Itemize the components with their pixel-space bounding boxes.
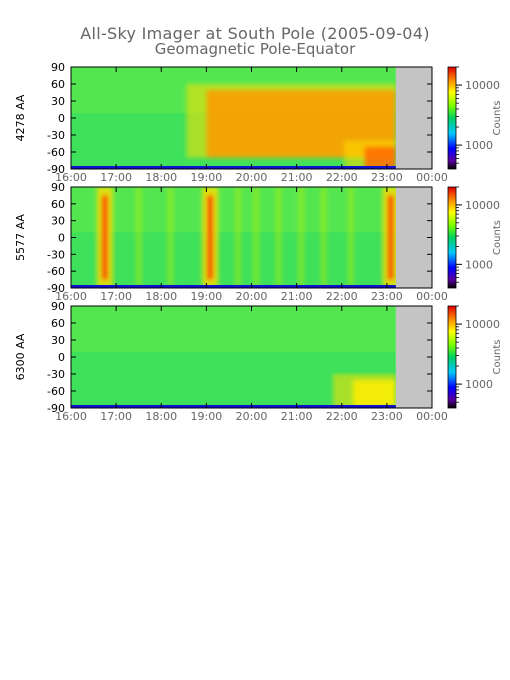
y-axis-label: 6300 AA	[14, 333, 27, 380]
x-tick-label: 19:00	[191, 171, 223, 184]
heatmap-striation	[135, 187, 142, 288]
y-tick-label: -30	[47, 129, 65, 142]
heatmap-striation	[275, 187, 282, 288]
heatmap-striation	[347, 187, 354, 288]
y-tick-label: -30	[47, 368, 65, 381]
colorbar	[447, 186, 457, 289]
heatmap-features	[186, 84, 396, 169]
x-tick-label: 17:00	[100, 410, 132, 423]
x-tick-label: 20:00	[236, 410, 268, 423]
colorbar	[447, 305, 457, 409]
y-tick-label: 90	[51, 300, 65, 313]
y-tick-label: 30	[51, 95, 65, 108]
x-tick-label: 19:00	[191, 410, 223, 423]
heatmap-striation	[320, 187, 327, 288]
y-axis-label: 5577 AA	[14, 214, 27, 261]
y-tick-label: -90	[47, 402, 65, 415]
heatmap-column-1	[101, 195, 108, 280]
y-tick-label: 30	[51, 334, 65, 347]
x-tick-label: 18:00	[145, 171, 177, 184]
colorbar-label: Counts	[492, 220, 503, 255]
y-tick-label: 0	[58, 351, 65, 364]
no-data-region	[395, 67, 432, 169]
x-tick-label: 17:00	[100, 290, 132, 303]
heatmap-striation	[167, 187, 174, 288]
colorbar-label: Counts	[492, 340, 503, 375]
y-tick-label: 30	[51, 215, 65, 228]
x-tick-label: 16:00	[55, 410, 87, 423]
y-tick-label: -90	[47, 282, 65, 295]
y-tick-label: 60	[51, 78, 65, 91]
heatmap-column-2	[207, 195, 214, 280]
y-tick-label: -30	[47, 248, 65, 261]
y-tick-label: 60	[51, 317, 65, 330]
heatmap-features	[96, 187, 396, 288]
x-tick-label: 22:00	[326, 290, 358, 303]
x-tick-label: 23:00	[371, 171, 403, 184]
chart-subtitle: Geomagnetic Pole-Equator	[154, 40, 356, 58]
y-tick-label: -60	[47, 385, 65, 398]
x-tick-label: 00:00	[416, 171, 448, 184]
colorbar-tick-label: 10000	[465, 79, 500, 92]
colorbar-tick-label: 1000	[465, 139, 493, 152]
y-tick-label: -60	[47, 265, 65, 278]
heatmap-baseline	[71, 187, 396, 288]
y-tick-label: -60	[47, 146, 65, 159]
heatmap-striation	[234, 187, 241, 288]
y-tick-label: 90	[51, 61, 65, 74]
heatmap-band-2	[364, 146, 396, 169]
heatmap-panel-3	[71, 306, 396, 408]
heatmap-bottom-edge	[71, 166, 396, 169]
heatmap-panel-1	[71, 67, 396, 169]
x-tick-label: 18:00	[145, 290, 177, 303]
x-tick-label: 23:00	[371, 410, 403, 423]
heatmap-panel-2	[71, 187, 396, 288]
y-tick-label: 60	[51, 198, 65, 211]
no-data-region	[395, 306, 432, 408]
x-tick-label: 21:00	[281, 410, 313, 423]
x-tick-label: 19:00	[191, 290, 223, 303]
colorbar-tick-label: 1000	[465, 378, 493, 391]
x-tick-label: 20:00	[236, 290, 268, 303]
x-tick-label: 22:00	[326, 410, 358, 423]
heatmap-striation	[253, 187, 260, 288]
y-tick-label: 0	[58, 112, 65, 125]
x-tick-label: 00:00	[416, 290, 448, 303]
y-tick-label: -90	[47, 163, 65, 176]
chart-title: All-Sky Imager at South Pole (2005-09-04…	[80, 24, 430, 43]
y-tick-label: 0	[58, 232, 65, 245]
x-tick-label: 16:00	[55, 290, 87, 303]
x-tick-label: 21:00	[281, 290, 313, 303]
y-tick-label: 90	[51, 181, 65, 194]
heatmap-band-1	[353, 380, 396, 408]
x-tick-label: 21:00	[281, 171, 313, 184]
y-axis-label: 4278 AA	[14, 94, 27, 141]
heatmap-striation	[298, 187, 305, 288]
x-tick-label: 00:00	[416, 410, 448, 423]
colorbar	[447, 66, 457, 170]
x-tick-label: 17:00	[100, 171, 132, 184]
heatmap-upper-tone	[71, 306, 396, 352]
no-data-region	[395, 187, 432, 288]
heatmap-features	[333, 374, 396, 408]
colorbar-tick-label: 1000	[465, 258, 493, 271]
x-tick-label: 16:00	[55, 171, 87, 184]
x-tick-label: 22:00	[326, 171, 358, 184]
heatmap-bottom-edge	[71, 285, 396, 288]
x-tick-label: 18:00	[145, 410, 177, 423]
colorbar-tick-label: 10000	[465, 318, 500, 331]
x-tick-label: 20:00	[236, 171, 268, 184]
colorbar-label: Counts	[492, 101, 503, 136]
heatmap-upper-tone	[71, 187, 396, 233]
heatmap-column-3	[387, 195, 394, 280]
heatmap-bottom-edge	[71, 405, 396, 408]
x-tick-label: 23:00	[371, 290, 403, 303]
colorbar-tick-label: 10000	[465, 199, 500, 212]
